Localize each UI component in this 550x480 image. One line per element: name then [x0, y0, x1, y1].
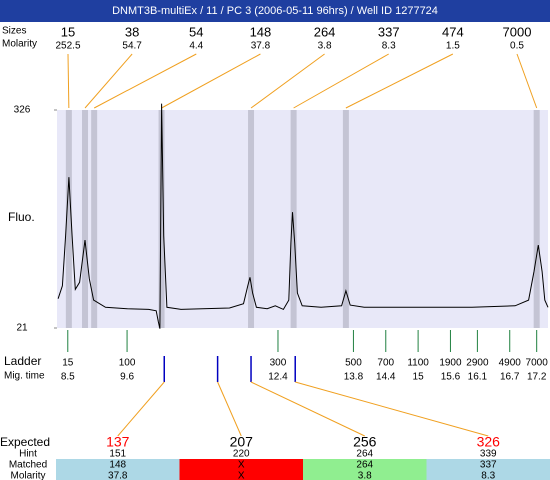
- ladder-time: 8.5: [61, 372, 75, 383]
- peak-band: [91, 110, 98, 328]
- peak-molarity: 8.3: [382, 41, 396, 52]
- peak-band: [65, 110, 72, 328]
- ladder-size: 2900: [466, 358, 489, 369]
- row-label: Matched: [9, 460, 47, 471]
- peak-size: 54: [189, 24, 203, 39]
- ladder-time: 9.6: [120, 372, 134, 383]
- hint: 339: [480, 449, 497, 460]
- peak-molarity: 37.8: [251, 41, 271, 52]
- peak-size: 7000: [503, 24, 532, 39]
- ladder-size: 7000: [526, 358, 549, 369]
- peak-molarity: 0.5: [510, 41, 524, 52]
- peak-connector: [293, 53, 389, 109]
- ladder-time: 15: [413, 372, 425, 383]
- hint: 151: [109, 449, 126, 460]
- peak-band: [248, 110, 255, 328]
- ladder-time: 15.6: [441, 372, 461, 383]
- peak-size: 38: [125, 24, 139, 39]
- status-cell: [426, 459, 550, 480]
- hint: 220: [233, 449, 250, 460]
- expected-connector: [250, 381, 365, 437]
- ladder-size: 15: [62, 358, 74, 369]
- plot-area: [57, 110, 548, 328]
- ladder-time: 17.2: [527, 372, 547, 383]
- y-tick-label: 21: [16, 323, 28, 334]
- peak-molarity: 1.5: [446, 41, 460, 52]
- ladder-time: 14.4: [376, 372, 396, 383]
- expected-connector: [217, 381, 242, 437]
- peak-connector: [67, 53, 70, 109]
- ladder-time: 16.7: [500, 372, 520, 383]
- peak-connector: [516, 53, 538, 109]
- peak-connector: [93, 53, 197, 109]
- peak-connector: [250, 53, 325, 109]
- ladder-size: 1900: [439, 358, 462, 369]
- ladder-size: 4900: [499, 358, 522, 369]
- row-label: Sizes: [2, 26, 26, 37]
- molarity: X: [238, 471, 245, 480]
- peak-size: 337: [378, 24, 400, 39]
- title-bar: [0, 0, 550, 22]
- peak-connector: [345, 53, 454, 109]
- peak-size: 474: [442, 24, 464, 39]
- peak-band: [82, 110, 89, 328]
- peak-band: [342, 110, 349, 328]
- peak-connector: [84, 53, 133, 109]
- expected-size: 326: [477, 434, 501, 450]
- hint: 264: [356, 449, 373, 460]
- status-cell: [179, 459, 303, 480]
- molarity: 8.3: [481, 471, 495, 480]
- peak-band: [158, 110, 165, 328]
- y-axis-label: Fluo.: [8, 210, 35, 224]
- matched: 337: [480, 460, 497, 471]
- ladder-size: 300: [270, 358, 287, 369]
- expected-size: 207: [230, 434, 254, 450]
- ladder-time: 16.1: [468, 372, 488, 383]
- row-label: Hint: [19, 449, 37, 460]
- peak-connector: [161, 53, 261, 109]
- molarity: 37.8: [108, 471, 128, 480]
- ladder-time: 13.8: [344, 372, 364, 383]
- peak-molarity: 252.5: [55, 41, 80, 52]
- ladder-size: 700: [377, 358, 394, 369]
- peak-molarity: 54.7: [122, 41, 142, 52]
- status-cell: [56, 459, 180, 480]
- row-label: Mig. time: [4, 371, 45, 382]
- y-tick-label: 326: [14, 105, 31, 116]
- row-label: Molarity: [2, 39, 37, 50]
- row-label: Expected: [0, 435, 50, 449]
- peak-molarity: 4.4: [189, 41, 203, 52]
- matched: X: [238, 460, 245, 471]
- peak-band: [290, 110, 297, 328]
- expected-connector: [295, 381, 489, 437]
- row-label: Molarity: [10, 471, 45, 480]
- ladder-size: 100: [119, 358, 136, 369]
- expected-size: 137: [106, 434, 130, 450]
- row-label: Ladder: [4, 354, 41, 368]
- matched: 148: [109, 460, 126, 471]
- ladder-size: 1100: [407, 358, 429, 369]
- expected-size: 256: [353, 434, 377, 450]
- expected-connector: [117, 381, 165, 437]
- molarity: 3.8: [358, 471, 372, 480]
- trace: [57, 103, 549, 329]
- peak-size: 15: [61, 24, 75, 39]
- title: DNMT3B-multiEx / 11 / PC 3 (2006-05-11 9…: [112, 5, 438, 17]
- peak-size: 264: [314, 24, 336, 39]
- ladder-time: 12.4: [268, 372, 288, 383]
- peak-size: 148: [250, 24, 272, 39]
- peak-band: [533, 110, 540, 328]
- peak-molarity: 3.8: [318, 41, 332, 52]
- matched: 264: [356, 460, 373, 471]
- ladder-size: 500: [345, 358, 362, 369]
- status-cell: [303, 459, 427, 480]
